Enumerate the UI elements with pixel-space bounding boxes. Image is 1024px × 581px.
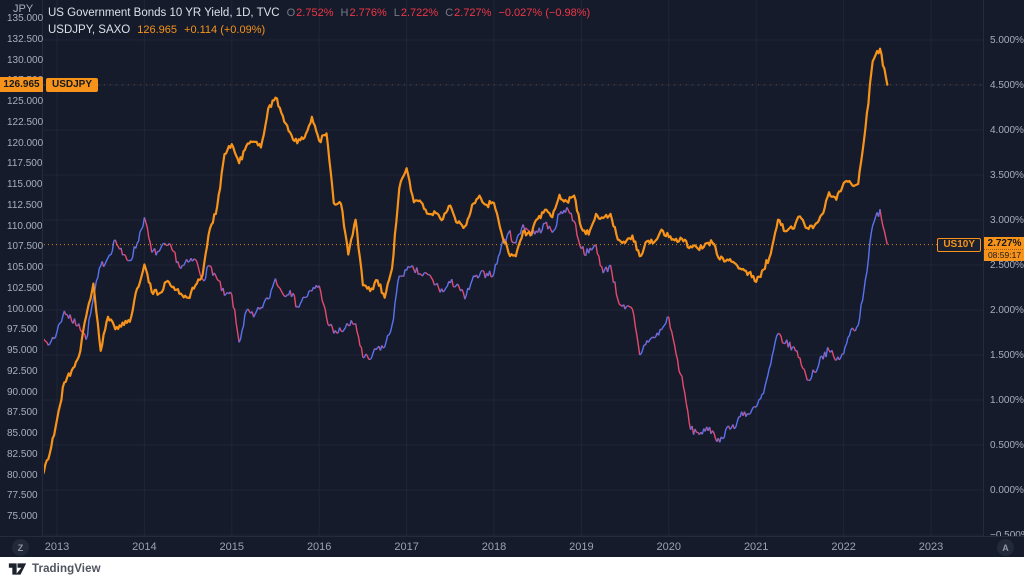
left-axis-tick: 125.000 bbox=[7, 96, 44, 107]
left-axis-tick: 87.500 bbox=[7, 407, 38, 419]
right-axis-tick: 0.000% bbox=[990, 485, 1024, 496]
ohlc-item: L2.722% bbox=[393, 6, 439, 19]
year-label: 2020 bbox=[656, 541, 682, 553]
left-axis-tick: 85.000 bbox=[7, 428, 38, 439]
left-axis-tick: 82.500 bbox=[7, 448, 38, 460]
year-label: 2014 bbox=[132, 541, 157, 553]
us10y-change-value: −0.027% (−0.98%) bbox=[498, 6, 591, 19]
right-axis-tick: 3.000% bbox=[990, 215, 1024, 226]
year-label: 2021 bbox=[743, 541, 769, 553]
right-axis-tick: 0.500% bbox=[990, 440, 1024, 451]
left-axis-tick: 97.500 bbox=[7, 324, 38, 336]
right-axis-tick: 1.500% bbox=[990, 350, 1024, 361]
left-axis-tick: 92.500 bbox=[7, 365, 38, 377]
left-axis-tick: 75.000 bbox=[7, 511, 38, 522]
year-label: 2022 bbox=[831, 541, 856, 553]
left-axis-tick: 117.500 bbox=[7, 158, 43, 170]
year-label: 2017 bbox=[394, 541, 419, 553]
left-axis-tick: 107.500 bbox=[7, 241, 44, 253]
usdjpy-series-tag: USDJPY bbox=[46, 77, 99, 92]
chart-legend: US Government Bonds 10 YR Yield, 1D, TVC… bbox=[48, 4, 590, 38]
tradingview-logo-icon bbox=[8, 563, 27, 575]
left-price-axis[interactable]: JPY 135.000132.500130.000127.500125.0001… bbox=[0, 0, 43, 557]
year-label: 2018 bbox=[481, 541, 507, 553]
chart-canvas[interactable] bbox=[0, 0, 1024, 536]
timezone-button[interactable]: Z bbox=[12, 539, 29, 556]
bar-countdown: 08:59:17 bbox=[984, 248, 1024, 260]
auto-scale-button[interactable]: A bbox=[997, 539, 1014, 556]
left-axis-tick: 115.000 bbox=[7, 179, 43, 190]
ohlc-item: C2.727% bbox=[445, 6, 492, 19]
left-axis-tick: 135.000 bbox=[7, 13, 44, 24]
left-axis-tick: 112.500 bbox=[7, 199, 43, 211]
left-axis-tick: 100.000 bbox=[7, 303, 44, 315]
left-axis-tick: 110.000 bbox=[7, 220, 43, 232]
left-axis-tick: 132.500 bbox=[7, 33, 44, 45]
left-axis-tick: 77.500 bbox=[7, 490, 38, 502]
us10y-price-value: 2.727% bbox=[987, 237, 1022, 249]
left-axis-tick: 80.000 bbox=[7, 469, 38, 481]
right-axis-tick: −0.500% bbox=[990, 530, 1024, 541]
right-axis-tick: 5.000% bbox=[990, 35, 1024, 46]
right-axis-tick: 2.000% bbox=[990, 305, 1024, 316]
axis-currency-label: JPY bbox=[13, 3, 34, 15]
us10y-series-tag: US10Y bbox=[937, 237, 981, 252]
year-label: 2019 bbox=[569, 541, 594, 553]
left-axis-tick: 102.500 bbox=[7, 282, 44, 294]
year-label: 2013 bbox=[44, 541, 70, 553]
right-axis-tick: 1.000% bbox=[990, 395, 1024, 406]
legend-row-us10y[interactable]: US Government Bonds 10 YR Yield, 1D, TVC… bbox=[48, 4, 590, 21]
left-axis-tick: 90.000 bbox=[7, 386, 38, 398]
year-label: 2016 bbox=[306, 541, 332, 553]
usdjpy-last-price: 126.965 bbox=[137, 23, 178, 36]
right-axis-tick: 3.500% bbox=[990, 170, 1024, 181]
right-axis-tick: 4.000% bbox=[990, 125, 1024, 136]
tradingview-logo-text: TradingView bbox=[32, 563, 101, 575]
right-price-axis[interactable]: 5.000% 4.500% 4.000% 3.500% 3.000% 2.500% 2.00… bbox=[983, 0, 1024, 557]
footer-bar: TradingView bbox=[0, 557, 1024, 581]
left-axis-tick: 95.000 bbox=[7, 345, 38, 356]
legend-row-usdjpy[interactable]: USDJPY, SAXO 126.965 +0.114 (+0.09%) bbox=[48, 21, 590, 38]
usdjpy-series-title[interactable]: USDJPY, SAXO bbox=[48, 23, 131, 36]
left-axis-tick: 130.000 bbox=[7, 54, 44, 66]
time-axis[interactable]: Z A 2013 2014 2015 2016 2017 2018 2019 2020 2021… bbox=[0, 536, 1024, 557]
us10y-ohlc-values: O2.752% H2.776% L2.722% C2.727% bbox=[287, 7, 492, 19]
year-label: 2023 bbox=[918, 541, 944, 553]
grid-lines bbox=[43, 0, 983, 536]
left-axis-tick: 105.000 bbox=[7, 262, 44, 273]
left-axis-tick: 120.000 bbox=[7, 137, 44, 149]
tradingview-logo[interactable]: TradingView bbox=[8, 562, 101, 576]
ohlc-item: H2.776% bbox=[340, 6, 387, 19]
right-axis-tick: 2.500% bbox=[990, 260, 1024, 271]
us10y-series-title[interactable]: US Government Bonds 10 YR Yield, 1D, TVC bbox=[48, 6, 280, 19]
left-axis-tick: 122.500 bbox=[7, 116, 44, 128]
us10y-series bbox=[44, 207, 888, 443]
right-axis-tick: 4.500% bbox=[990, 80, 1024, 91]
usdjpy-price-axis-label: 126.965 bbox=[0, 76, 43, 92]
usdjpy-change-value: +0.114 (+0.09%) bbox=[184, 23, 266, 36]
us10y-price-axis-label: 2.727% 08:59:17 bbox=[984, 236, 1024, 261]
ohlc-item: O2.752% bbox=[286, 6, 334, 19]
usdjpy-series bbox=[44, 47, 889, 475]
year-label: 2015 bbox=[219, 541, 245, 553]
